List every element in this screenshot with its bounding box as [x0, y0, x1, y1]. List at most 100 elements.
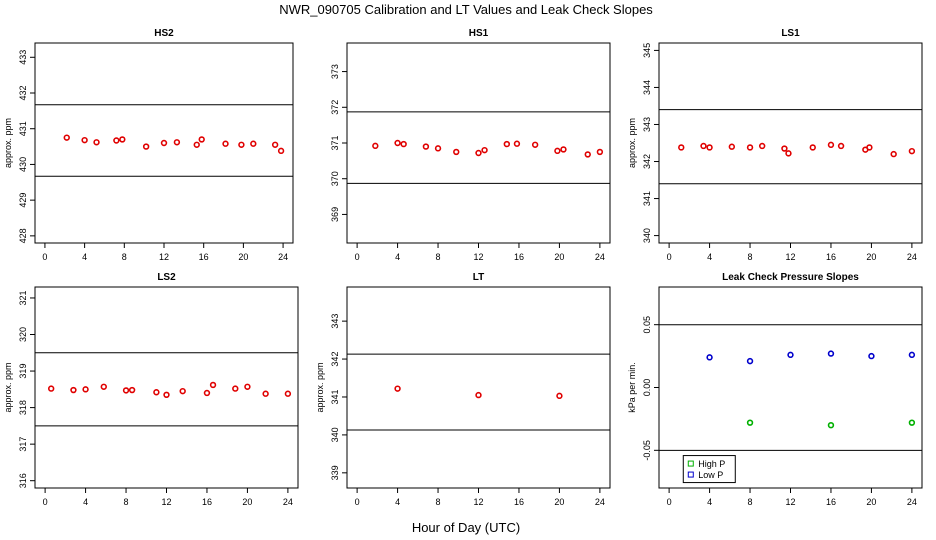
data-point [119, 136, 126, 143]
data-point [868, 352, 875, 360]
data-point [250, 140, 257, 147]
data-point [908, 419, 916, 426]
y-axis-label: kPa per min. [627, 362, 637, 413]
data-point [453, 148, 460, 156]
data-point [113, 137, 120, 144]
data-point [746, 357, 754, 365]
y-tick-label: 0.05 [642, 316, 652, 334]
panel-title: LT [473, 272, 484, 283]
y-tick-label: 370 [330, 171, 340, 186]
data-point [63, 134, 70, 141]
data-point [238, 141, 245, 148]
data-point [244, 383, 251, 390]
plot-frame [658, 42, 923, 244]
y-tick-label: 341 [642, 191, 652, 206]
x-tick-label: 12 [785, 252, 795, 262]
x-tick-label: 24 [278, 252, 288, 262]
y-axis-label: approx. ppm [3, 118, 13, 168]
y-axis-label: approx. ppm [3, 362, 13, 412]
data-point [142, 143, 150, 150]
x-tick-label: 12 [473, 252, 483, 262]
x-tick-label: 20 [554, 252, 564, 262]
data-point [422, 143, 430, 150]
y-tick-label: 373 [330, 64, 340, 79]
x-tick-label: 16 [514, 497, 524, 507]
panel-2: HS1 0 4 8 12 16 20 24 369 370 371 372 373 [330, 28, 611, 262]
x-tick-label: 16 [199, 252, 209, 262]
y-tick-label: 343 [330, 314, 340, 329]
data-point [232, 385, 239, 392]
x-tick-label: 0 [355, 252, 360, 262]
data-point [809, 144, 816, 151]
data-point [93, 139, 100, 146]
y-tick-label: 372 [330, 100, 340, 115]
y-tick-label: 340 [642, 228, 652, 243]
data-point [787, 351, 794, 359]
x-tick-label: 4 [395, 497, 400, 507]
data-point [827, 141, 835, 149]
y-tick-label: -0.05 [642, 440, 652, 461]
data-point [100, 383, 107, 390]
figure-title: NWR_090705 Calibration and LT Values and… [279, 2, 653, 17]
x-tick-label: 0 [667, 497, 672, 507]
y-tick-label: 340 [330, 427, 340, 442]
x-tick-label: 20 [554, 497, 564, 507]
x-tick-label: 0 [43, 497, 48, 507]
x-tick-label: 8 [436, 252, 441, 262]
data-point [513, 140, 521, 147]
data-point [262, 390, 269, 397]
y-tick-label: 432 [18, 85, 28, 100]
data-point [781, 145, 788, 152]
data-point [203, 389, 211, 397]
data-point [554, 147, 561, 155]
data-point [209, 381, 217, 389]
panel-title: LS2 [157, 272, 176, 283]
data-point [271, 141, 279, 148]
panel-title: Leak Check Pressure Slopes [722, 272, 859, 283]
data-point [163, 391, 170, 399]
data-point [890, 150, 897, 158]
data-point [678, 144, 685, 151]
data-point [179, 387, 186, 395]
data-point [277, 147, 285, 155]
y-tick-label: 342 [330, 352, 340, 367]
data-point [827, 421, 835, 429]
panel-title: HS1 [469, 28, 489, 39]
data-point [400, 140, 407, 148]
data-point [746, 419, 754, 426]
y-axis-label: approx. ppm [627, 118, 637, 168]
x-tick-label: 4 [395, 252, 400, 262]
data-point [122, 387, 130, 394]
data-point [198, 136, 205, 143]
y-tick-label: 431 [18, 121, 28, 136]
legend-label: High P [698, 459, 725, 469]
y-tick-label: 316 [18, 473, 28, 488]
x-tick-label: 20 [238, 252, 248, 262]
y-tick-label: 317 [18, 437, 28, 452]
data-point [503, 140, 511, 148]
y-axis-label: approx. ppm [315, 362, 325, 412]
plot-frame [346, 286, 611, 489]
y-tick-label: 429 [18, 193, 28, 208]
data-point [584, 151, 591, 158]
data-point [475, 149, 482, 157]
x-tick-label: 12 [785, 497, 795, 507]
x-tick-label: 4 [82, 252, 87, 262]
y-tick-label: 345 [642, 43, 652, 58]
y-tick-label: 430 [18, 157, 28, 172]
x-tick-label: 16 [202, 497, 212, 507]
x-tick-label: 4 [707, 252, 712, 262]
data-point [908, 147, 916, 155]
figure-xlabel: Hour of Day (UTC) [412, 520, 520, 535]
x-tick-label: 20 [866, 252, 876, 262]
data-point [908, 351, 916, 359]
x-tick-label: 0 [42, 252, 47, 262]
data-point [222, 140, 229, 147]
data-point [173, 139, 181, 146]
y-tick-label: 341 [330, 389, 340, 404]
data-point [153, 389, 160, 396]
data-point [560, 146, 567, 153]
data-point [700, 142, 707, 150]
panel-1: HS2 0 4 8 12 16 20 24 428 429 430 431 432 433 approx. … [3, 28, 294, 262]
x-tick-label: 16 [826, 252, 836, 262]
